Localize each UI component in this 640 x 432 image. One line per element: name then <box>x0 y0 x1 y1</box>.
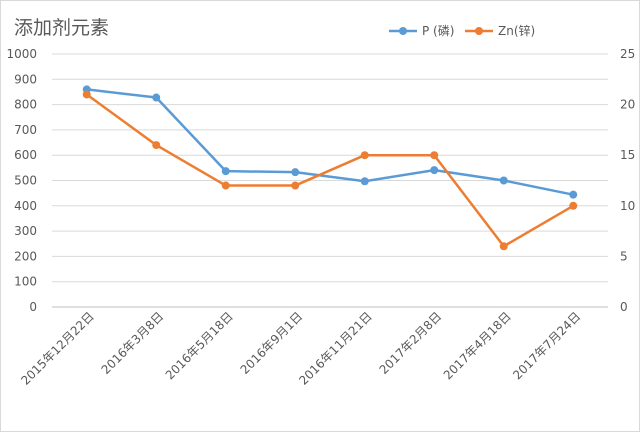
x-tick-label: 2016年5月18日 <box>163 309 236 382</box>
x-tick-label: 2015年12月22日 <box>18 309 97 388</box>
data-point-1 <box>152 141 161 150</box>
y2-tick-label: 20 <box>620 98 635 112</box>
y-tick-label: 700 <box>14 123 37 137</box>
y-tick-label: 600 <box>14 148 37 162</box>
data-point-0 <box>569 190 578 199</box>
y2-tick-label: 25 <box>620 47 635 61</box>
data-point-0 <box>360 177 369 186</box>
data-point-1 <box>569 201 578 210</box>
y2-tick-label: 5 <box>620 249 628 263</box>
x-tick-label: 2017年2月8日 <box>377 309 445 377</box>
y2-tick-label: 10 <box>620 199 635 213</box>
data-point-0 <box>152 93 161 102</box>
legend-marker-zn <box>475 27 483 35</box>
y-axis-right: 0 5 10 15 20 25 <box>620 47 635 314</box>
y-tick-label: 200 <box>14 249 37 263</box>
chart-title: 添加剂元素 <box>14 17 109 39</box>
y-tick-label: 900 <box>14 72 37 86</box>
y-tick-label: 400 <box>14 199 37 213</box>
data-point-1 <box>499 242 508 251</box>
x-tick-label: 2016年9月1日 <box>238 309 306 377</box>
x-tick-label: 2016年3月8日 <box>99 309 167 377</box>
data-point-0 <box>291 168 300 177</box>
y-tick-label: 100 <box>14 275 37 289</box>
x-tick-label: 2016年11月21日 <box>296 309 375 388</box>
y-tick-label: 500 <box>14 174 37 188</box>
y-axis-left: 0 100 200 300 400 500 600 700 800 900 1000 <box>6 47 37 314</box>
data-point-1 <box>360 151 369 160</box>
y-tick-label: 300 <box>14 224 37 238</box>
y-tick-label: 0 <box>29 300 37 314</box>
series-line-0 <box>86 88 574 196</box>
data-point-1 <box>82 90 91 99</box>
series-line-1 <box>86 93 574 248</box>
legend-marker-p <box>399 27 407 35</box>
legend: P (磷) Zn(锌) <box>389 23 535 38</box>
y-tick-label: 1000 <box>6 47 37 61</box>
data-point-1 <box>291 181 300 190</box>
data-point-0 <box>499 176 508 185</box>
y2-tick-label: 0 <box>620 300 628 314</box>
data-point-1 <box>430 151 439 160</box>
legend-label-zn: Zn(锌) <box>498 24 535 38</box>
y-tick-label: 800 <box>14 98 37 112</box>
x-tick-label: 2017年7月24日 <box>510 309 583 382</box>
gridlines <box>52 53 608 308</box>
series-group <box>82 85 578 251</box>
legend-label-p: P (磷) <box>422 23 454 38</box>
data-point-0 <box>430 166 439 175</box>
data-point-1 <box>221 181 230 190</box>
x-tick-label: 2017年4月18日 <box>441 309 514 382</box>
y2-tick-label: 15 <box>620 148 635 162</box>
data-point-0 <box>221 167 230 176</box>
